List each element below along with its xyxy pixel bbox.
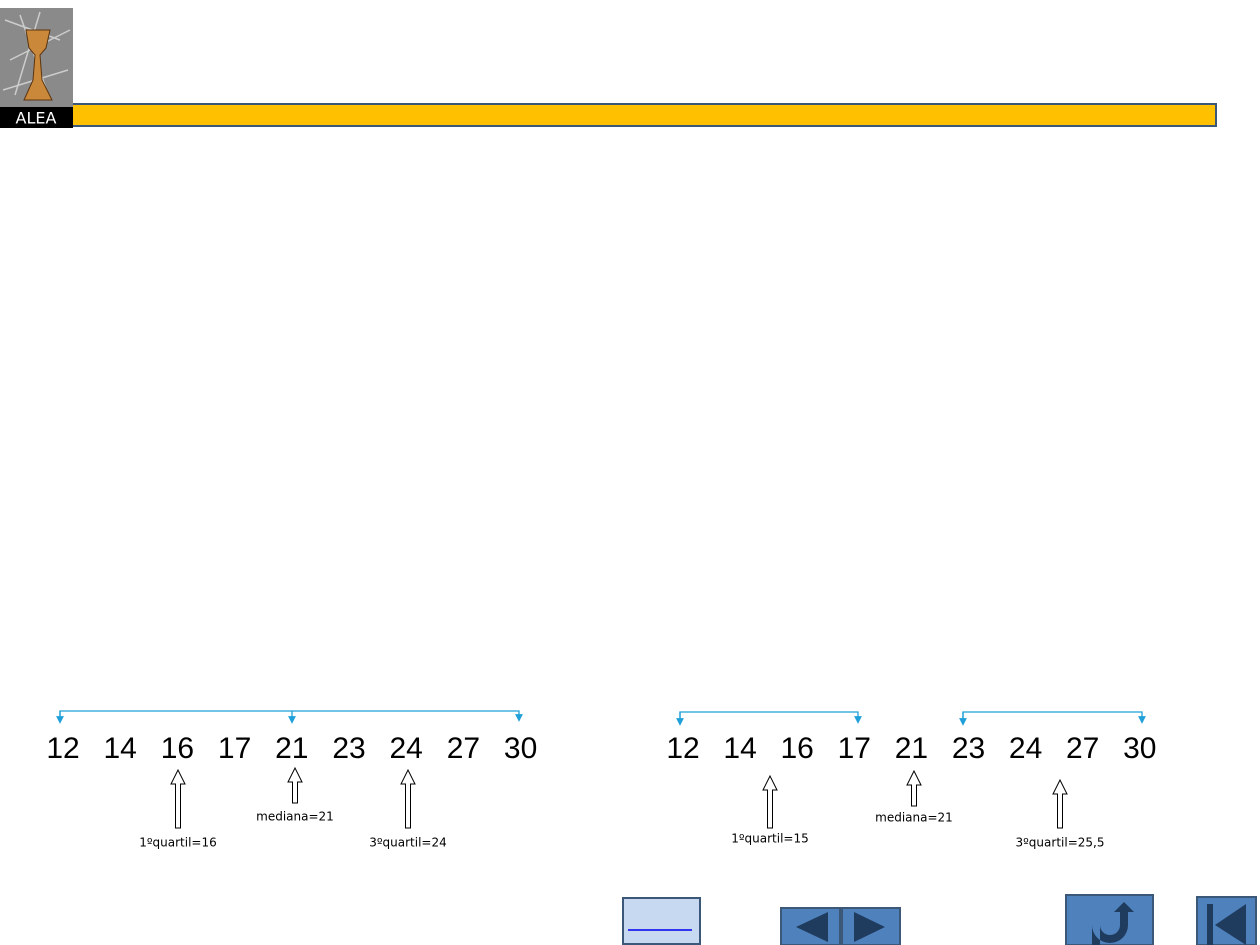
arrow-label: 1ºquartil=16 bbox=[139, 836, 217, 850]
return-button[interactable] bbox=[1065, 894, 1154, 945]
number: 30 bbox=[1123, 732, 1156, 765]
header-bar bbox=[71, 103, 1217, 127]
number: 23 bbox=[332, 732, 365, 765]
number: 12 bbox=[46, 732, 79, 765]
arrow-label: mediana=21 bbox=[256, 810, 334, 824]
number: 24 bbox=[390, 732, 423, 765]
up-arrow bbox=[400, 768, 416, 829]
up-arrow bbox=[170, 768, 186, 829]
number: 16 bbox=[161, 732, 194, 765]
nav-link-button[interactable] bbox=[622, 897, 701, 945]
prev-button[interactable] bbox=[780, 907, 841, 945]
number: 21 bbox=[895, 732, 928, 765]
logo: ALEA bbox=[0, 8, 73, 128]
up-arrow bbox=[287, 766, 303, 804]
next-button[interactable] bbox=[841, 907, 901, 945]
number: 14 bbox=[723, 732, 756, 765]
number: 27 bbox=[447, 732, 480, 765]
arrow-label: 3ºquartil=25,5 bbox=[1016, 836, 1105, 850]
number: 23 bbox=[952, 732, 985, 765]
number: 17 bbox=[838, 732, 871, 765]
number: 16 bbox=[781, 732, 814, 765]
number: 30 bbox=[504, 732, 537, 765]
logo-text: ALEA bbox=[16, 109, 57, 128]
up-arrow bbox=[906, 769, 922, 807]
number: 24 bbox=[1009, 732, 1042, 765]
number: 12 bbox=[666, 732, 699, 765]
up-arrow bbox=[762, 774, 778, 829]
up-arrow bbox=[1052, 778, 1068, 829]
arrow-label: mediana=21 bbox=[875, 811, 953, 825]
number: 17 bbox=[218, 732, 251, 765]
number: 27 bbox=[1066, 732, 1099, 765]
brackets bbox=[56, 710, 1146, 726]
arrow-label: 1ºquartil=15 bbox=[731, 832, 809, 846]
first-button[interactable] bbox=[1196, 896, 1257, 945]
number: 21 bbox=[275, 732, 308, 765]
number: 14 bbox=[104, 732, 137, 765]
arrow-label: 3ºquartil=24 bbox=[369, 836, 447, 850]
